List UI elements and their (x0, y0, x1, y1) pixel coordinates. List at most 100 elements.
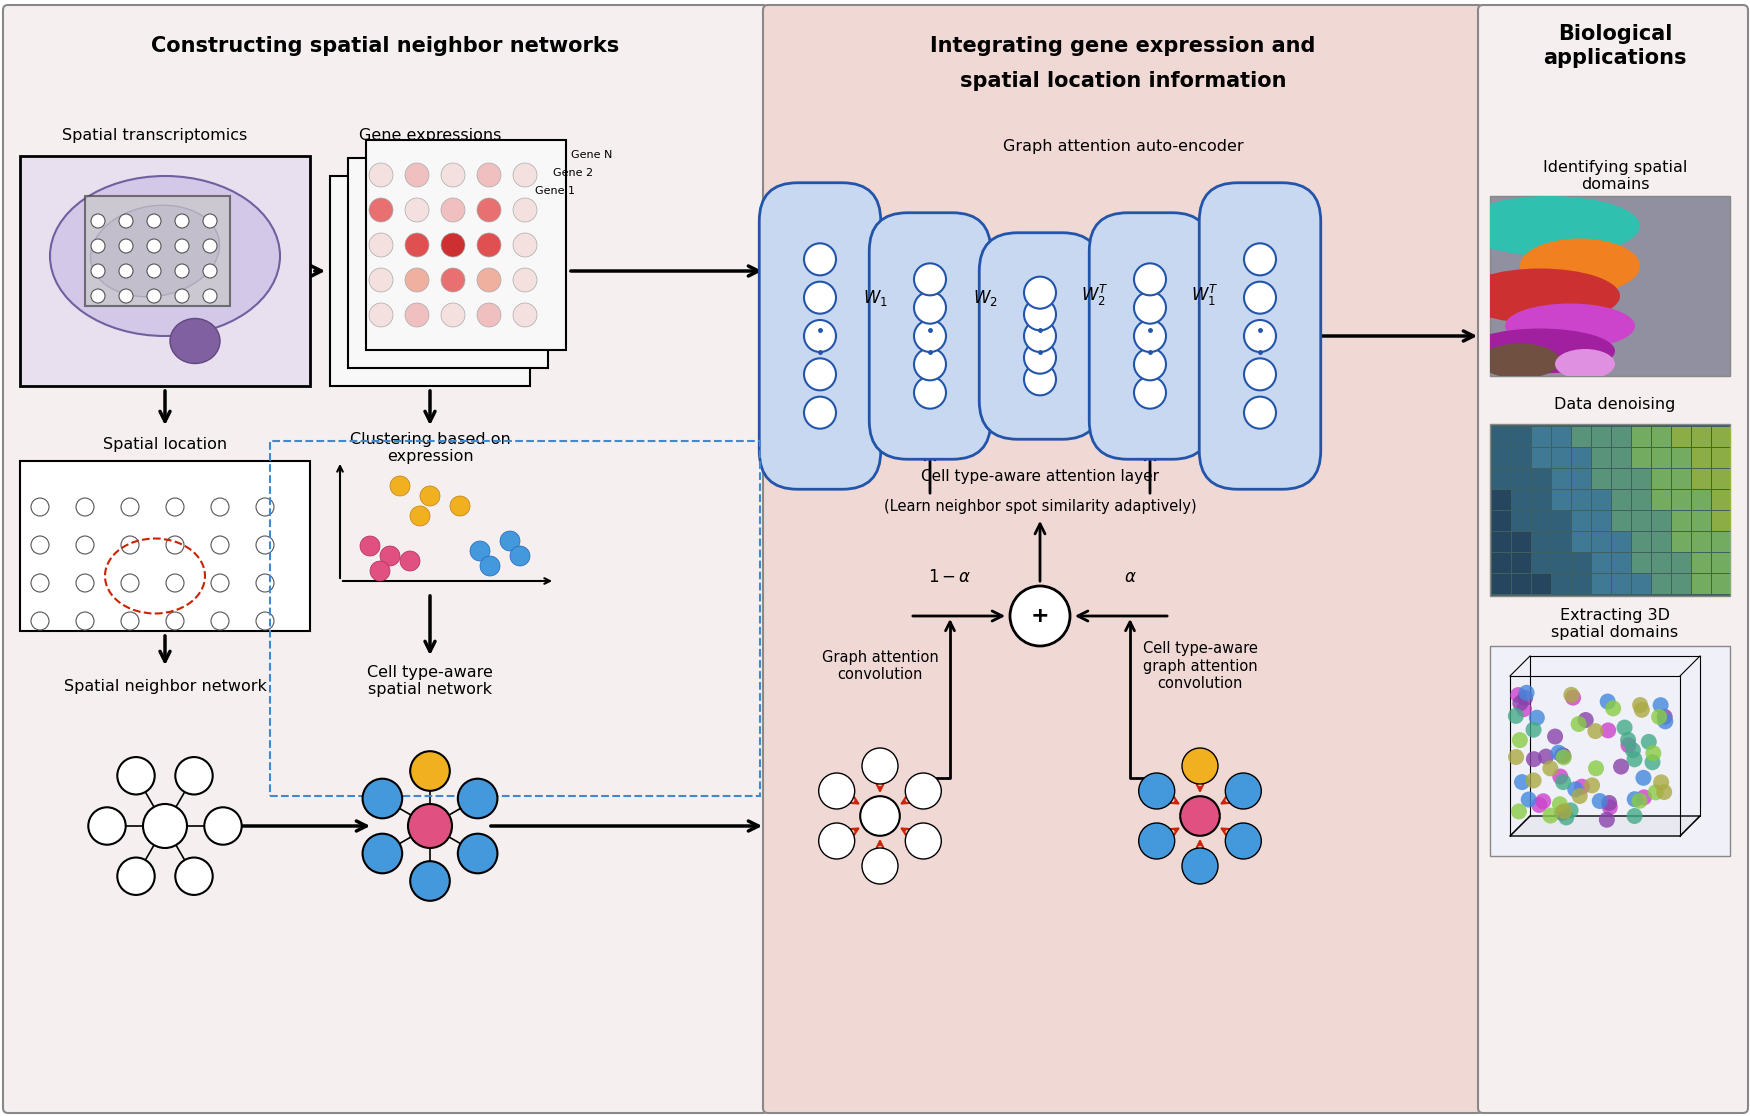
Circle shape (75, 498, 94, 516)
Text: (Learn neighbor spot similarity adaptively): (Learn neighbor spot similarity adaptive… (884, 499, 1197, 513)
FancyBboxPatch shape (1088, 213, 1211, 460)
Circle shape (410, 506, 430, 526)
Circle shape (905, 822, 942, 859)
Circle shape (255, 574, 275, 591)
FancyBboxPatch shape (1572, 448, 1591, 468)
FancyBboxPatch shape (1493, 469, 1510, 489)
Text: $W_1$: $W_1$ (863, 288, 887, 308)
Circle shape (914, 291, 947, 324)
Circle shape (1550, 744, 1566, 761)
Circle shape (401, 551, 420, 571)
Circle shape (914, 320, 947, 352)
Circle shape (205, 807, 242, 845)
Circle shape (1514, 775, 1530, 790)
FancyBboxPatch shape (1572, 469, 1591, 489)
Circle shape (1542, 760, 1558, 777)
FancyBboxPatch shape (1512, 469, 1531, 489)
Circle shape (1181, 748, 1218, 785)
Circle shape (513, 233, 537, 257)
FancyBboxPatch shape (1572, 554, 1591, 573)
Circle shape (147, 239, 161, 253)
Circle shape (1244, 396, 1276, 429)
Circle shape (1526, 751, 1542, 767)
Circle shape (513, 198, 537, 222)
Circle shape (1134, 377, 1166, 408)
Circle shape (369, 198, 394, 222)
Circle shape (1526, 722, 1542, 738)
FancyBboxPatch shape (366, 140, 565, 350)
FancyBboxPatch shape (1652, 427, 1671, 448)
FancyBboxPatch shape (1493, 554, 1510, 573)
Circle shape (441, 163, 466, 187)
Circle shape (1516, 701, 1531, 718)
Circle shape (404, 233, 429, 257)
Text: +: + (1031, 606, 1050, 626)
FancyBboxPatch shape (1552, 469, 1572, 489)
Circle shape (513, 268, 537, 292)
Circle shape (1636, 789, 1652, 806)
Circle shape (480, 556, 500, 576)
FancyBboxPatch shape (1692, 532, 1712, 552)
FancyBboxPatch shape (1612, 574, 1631, 594)
Circle shape (914, 348, 947, 381)
FancyBboxPatch shape (1712, 574, 1731, 594)
Circle shape (119, 239, 133, 253)
Circle shape (1645, 745, 1661, 761)
Circle shape (1556, 804, 1572, 819)
Circle shape (1600, 722, 1617, 739)
Circle shape (458, 834, 497, 874)
Text: Biological
applications: Biological applications (1544, 25, 1687, 68)
Circle shape (1508, 749, 1524, 766)
Circle shape (212, 612, 229, 631)
Circle shape (75, 574, 94, 591)
FancyBboxPatch shape (1633, 469, 1650, 489)
Circle shape (410, 862, 450, 901)
Circle shape (863, 748, 898, 785)
Text: Identifying spatial
domains: Identifying spatial domains (1544, 160, 1687, 192)
Circle shape (175, 857, 214, 895)
FancyBboxPatch shape (1552, 511, 1572, 531)
Circle shape (91, 264, 105, 278)
Circle shape (1134, 291, 1166, 324)
FancyBboxPatch shape (1612, 532, 1631, 552)
Circle shape (404, 198, 429, 222)
Text: Integrating gene expression and: Integrating gene expression and (931, 36, 1316, 56)
FancyBboxPatch shape (1493, 427, 1510, 448)
Text: Gene 1: Gene 1 (536, 186, 576, 196)
Circle shape (1605, 701, 1620, 716)
Circle shape (166, 536, 184, 554)
FancyBboxPatch shape (1612, 427, 1631, 448)
Text: Cell type-aware
spatial network: Cell type-aware spatial network (368, 665, 494, 698)
Circle shape (1650, 709, 1668, 725)
FancyBboxPatch shape (1692, 490, 1712, 510)
Circle shape (1563, 686, 1578, 703)
Circle shape (91, 214, 105, 228)
Circle shape (1530, 710, 1545, 725)
Circle shape (803, 396, 836, 429)
FancyBboxPatch shape (1592, 490, 1612, 510)
FancyBboxPatch shape (1612, 490, 1631, 510)
FancyBboxPatch shape (1671, 511, 1690, 531)
FancyBboxPatch shape (1652, 469, 1671, 489)
FancyBboxPatch shape (1652, 574, 1671, 594)
Circle shape (1657, 713, 1673, 730)
Ellipse shape (91, 205, 219, 297)
FancyBboxPatch shape (1671, 554, 1690, 573)
Text: Spatial neighbor network: Spatial neighbor network (63, 679, 266, 693)
Circle shape (203, 239, 217, 253)
Circle shape (1620, 738, 1636, 753)
FancyBboxPatch shape (4, 4, 768, 1113)
Text: Clustering based on
expression: Clustering based on expression (350, 432, 511, 464)
FancyBboxPatch shape (1512, 448, 1531, 468)
Circle shape (1648, 785, 1664, 800)
Circle shape (212, 536, 229, 554)
FancyBboxPatch shape (1572, 511, 1591, 531)
FancyBboxPatch shape (1512, 554, 1531, 573)
Circle shape (1244, 243, 1276, 276)
FancyBboxPatch shape (1552, 490, 1572, 510)
Circle shape (1617, 720, 1633, 735)
Circle shape (1645, 754, 1661, 770)
FancyBboxPatch shape (1512, 574, 1531, 594)
Circle shape (513, 163, 537, 187)
FancyBboxPatch shape (1572, 574, 1591, 594)
